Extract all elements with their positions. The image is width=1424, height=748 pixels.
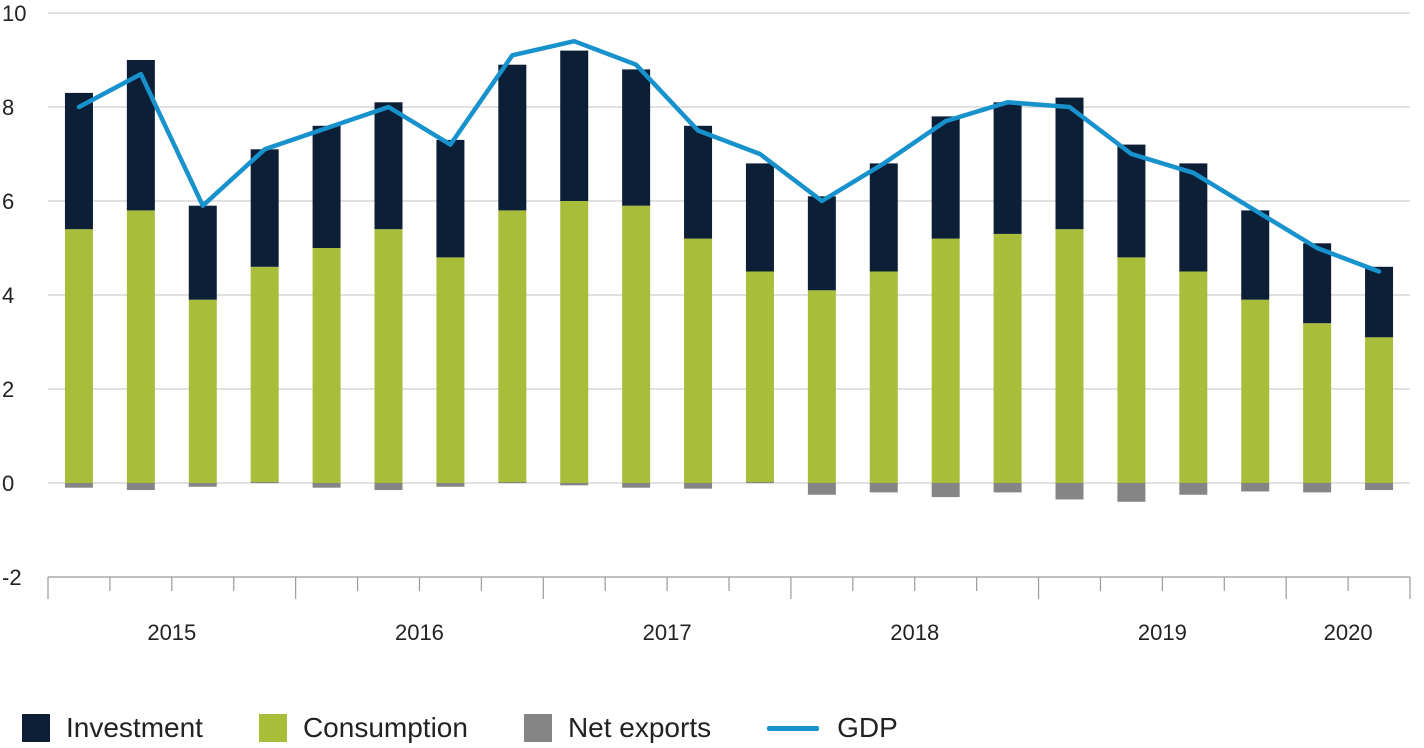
legend-swatch-investment <box>22 714 50 742</box>
bar-consumption <box>374 229 403 483</box>
x-tick-label: 2018 <box>890 620 939 645</box>
bar-consumption <box>250 266 279 483</box>
legend-swatch-net-exports <box>523 714 552 742</box>
bar-net-exports <box>931 483 960 498</box>
bar-investment <box>1117 144 1146 258</box>
bar-investment <box>250 149 279 267</box>
bar-net-exports <box>1303 483 1332 493</box>
bar-consumption <box>931 238 960 483</box>
bar-consumption <box>1241 299 1270 483</box>
legend-item-net-exports: Net exports <box>523 712 712 744</box>
y-tick-label: 2 <box>2 377 14 402</box>
bar-investment <box>1303 243 1332 324</box>
bar-consumption <box>1117 257 1146 483</box>
bar-investment <box>622 69 651 206</box>
bar-net-exports <box>993 483 1022 493</box>
bar-net-exports <box>622 483 651 488</box>
bar-investment <box>1241 210 1270 300</box>
bar-net-exports <box>312 483 341 488</box>
x-axis <box>47 576 1411 599</box>
bar-consumption <box>64 229 93 483</box>
bar-net-exports <box>684 483 713 489</box>
bar-investment <box>560 50 589 201</box>
bar-net-exports <box>1179 483 1208 495</box>
bar-net-exports <box>436 483 465 487</box>
bar-investment <box>1365 266 1394 338</box>
bar-net-exports <box>1241 483 1270 492</box>
bar-consumption <box>436 257 465 483</box>
x-axis-labels: 2015 2016 2017 2018 2019 2020 <box>147 620 1372 645</box>
gdp-line <box>76 38 1382 274</box>
y-tick-label: 0 <box>2 471 14 496</box>
bar-investment <box>436 139 465 258</box>
bar-net-exports <box>250 482 279 484</box>
bar-investment <box>684 125 713 239</box>
bar-investment <box>312 125 341 248</box>
y-tick-label: -2 <box>2 565 22 590</box>
legend-item-investment: Investment <box>22 712 203 744</box>
bar-investment <box>126 60 155 211</box>
bar-consumption <box>993 233 1022 483</box>
bar-net-exports <box>188 483 217 487</box>
bar-investment <box>498 64 527 211</box>
bar-consumption <box>126 210 155 483</box>
bar-consumption <box>312 248 341 483</box>
bar-net-exports <box>126 483 155 491</box>
y-tick-label: 10 <box>2 1 26 26</box>
bar-net-exports <box>807 483 836 495</box>
legend-label-net-exports: Net exports <box>567 712 712 743</box>
legend-label-investment: Investment <box>66 712 203 743</box>
bar-net-exports <box>745 482 774 484</box>
bar-consumption <box>622 205 651 483</box>
legend-label-consumption: Consumption <box>302 712 468 743</box>
bar-investment <box>1055 97 1084 230</box>
bar-investment <box>1179 163 1208 272</box>
legend-item-consumption: Consumption <box>258 712 468 744</box>
bar-consumption <box>684 238 713 483</box>
legend-swatch-consumption <box>258 714 287 742</box>
bar-investment <box>745 163 774 272</box>
gdp-line-group <box>76 38 1382 274</box>
x-tick-label: 2016 <box>395 620 444 645</box>
bar-consumption <box>560 201 589 483</box>
bar-net-exports <box>560 483 589 486</box>
legend-swatch-gdp <box>767 725 820 731</box>
bar-consumption <box>1055 229 1084 483</box>
legend: Investment Consumption Net exports GDP <box>22 708 954 748</box>
bar-net-exports <box>1117 483 1146 502</box>
bar-net-exports <box>498 482 527 484</box>
bar-net-exports <box>1055 483 1084 500</box>
bar-consumption <box>869 271 898 483</box>
bar-consumption <box>1179 271 1208 483</box>
bar-investment <box>64 92 93 230</box>
y-tick-label: 6 <box>2 189 14 214</box>
x-tick-label: 2020 <box>1324 620 1373 645</box>
legend-label-gdp: GDP <box>837 712 898 743</box>
bar-consumption <box>807 290 836 483</box>
bar-consumption <box>498 210 527 483</box>
bar-investment <box>374 102 403 230</box>
bar-consumption <box>1365 337 1394 483</box>
bar-investment <box>993 102 1022 234</box>
legend-item-gdp: GDP <box>767 712 898 744</box>
bar-consumption <box>188 299 217 483</box>
bar-consumption <box>745 271 774 483</box>
bar-investment <box>869 163 898 272</box>
bar-net-exports <box>1365 483 1394 491</box>
bar-net-exports <box>869 483 898 493</box>
bar-investment <box>931 116 960 239</box>
y-axis-labels: 10 8 6 4 2 0 -2 <box>2 1 26 590</box>
bar-investment <box>188 205 217 300</box>
x-tick-label: 2019 <box>1138 620 1187 645</box>
bar-net-exports <box>374 483 403 491</box>
x-tick-label: 2015 <box>147 620 196 645</box>
bar-consumption <box>1303 323 1332 483</box>
y-tick-label: 4 <box>2 283 14 308</box>
x-tick-label: 2017 <box>643 620 692 645</box>
bar-net-exports <box>64 483 93 488</box>
bar-investment <box>807 196 836 291</box>
y-tick-label: 8 <box>2 95 14 120</box>
bars <box>64 50 1394 502</box>
